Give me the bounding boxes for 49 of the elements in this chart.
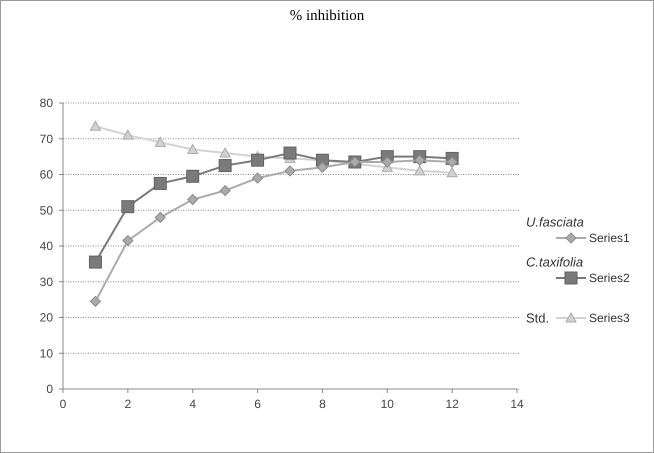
point xyxy=(414,154,426,166)
text: U.fasciata xyxy=(526,214,584,230)
chart-title: % inhibition xyxy=(290,8,365,24)
y-tick-label: 40 xyxy=(40,239,54,254)
x-tick-label: 4 xyxy=(189,397,196,411)
point xyxy=(446,167,458,178)
y-tick-label: 0 xyxy=(46,382,54,396)
x-tick-label: 12 xyxy=(445,397,460,411)
point xyxy=(284,165,296,176)
y-tick-label: 30 xyxy=(40,274,54,289)
point xyxy=(187,194,198,206)
point xyxy=(90,296,101,307)
point xyxy=(122,130,134,140)
point xyxy=(218,159,232,172)
y-tick-label: 20 xyxy=(40,310,54,325)
point xyxy=(90,120,101,131)
point xyxy=(414,165,426,176)
x-tick-label: 2 xyxy=(124,397,132,411)
legend-label: Series1 xyxy=(589,231,630,246)
point xyxy=(187,144,198,154)
point xyxy=(252,172,264,184)
point xyxy=(220,185,231,196)
point xyxy=(446,156,458,168)
point xyxy=(122,235,134,246)
point xyxy=(186,170,200,183)
y-tick-label: 80 xyxy=(40,96,54,110)
point xyxy=(88,256,102,269)
point xyxy=(154,212,166,223)
point xyxy=(284,146,296,160)
point xyxy=(316,162,328,173)
x-tick-label: 6 xyxy=(254,397,262,411)
x-tick-label: 10 xyxy=(380,397,394,411)
x-tick-label: 8 xyxy=(319,397,326,411)
y-tick-label: 60 xyxy=(40,168,54,182)
y-tick-label: 10 xyxy=(40,346,54,360)
x-tick-label: 0 xyxy=(60,397,67,411)
text: C.taxifolia xyxy=(526,254,584,270)
point xyxy=(382,156,393,168)
point xyxy=(121,200,134,214)
text: Std. xyxy=(526,310,550,326)
point xyxy=(251,154,264,167)
point xyxy=(220,148,231,158)
point xyxy=(154,176,167,190)
y-tick-label: 70 xyxy=(40,132,54,146)
point xyxy=(154,136,166,147)
y-tick-label: 50 xyxy=(40,203,54,218)
legend-label: Series3 xyxy=(589,311,630,326)
x-tick-label: 14 xyxy=(510,397,524,411)
legend-label: Series2 xyxy=(589,271,630,286)
